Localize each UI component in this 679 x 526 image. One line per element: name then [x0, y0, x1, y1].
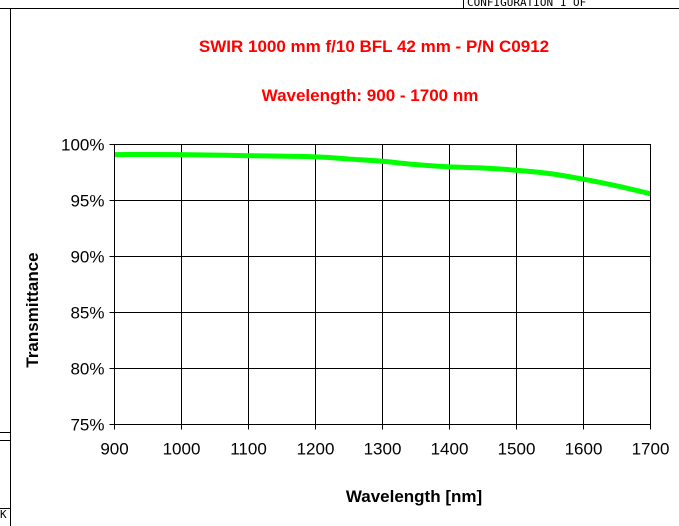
x-tick-label: 1500 [498, 440, 536, 459]
y-tick-label: 95% [70, 192, 104, 211]
y-axis-label: Transmittance [23, 252, 42, 367]
side-fragment: K [0, 508, 7, 521]
grid [109, 144, 651, 430]
x-tick-labels: 900 1000 1100 1200 1300 1400 1500 1600 1700 [100, 440, 669, 459]
x-tick-label: 1100 [230, 440, 267, 459]
y-tick-label: 100% [61, 136, 104, 155]
x-tick-label: 1200 [297, 440, 335, 459]
x-tick-label: 1300 [364, 440, 402, 459]
header-fragment: CONFIGURATION 1 OF [467, 0, 586, 9]
y-tick-label: 85% [70, 304, 104, 323]
x-tick-label: 1000 [163, 440, 201, 459]
y-tick-label: 90% [70, 248, 104, 267]
y-tick-label: 75% [70, 416, 104, 435]
x-tick-label: 900 [100, 440, 128, 459]
chart-title: SWIR 1000 mm f/10 BFL 42 mm - P/N C0912 [199, 37, 549, 56]
series-layer [114, 151, 652, 197]
series-line-0 [114, 151, 652, 197]
x-tick-label: 1700 [632, 440, 670, 459]
x-tick-label: 1600 [565, 440, 603, 459]
x-tick-label: 1400 [431, 440, 469, 459]
chart-subtitle: Wavelength: 900 - 1700 nm [262, 86, 479, 105]
x-axis-label: Wavelength [nm] [346, 487, 482, 506]
y-tick-label: 80% [70, 360, 104, 379]
plot-area-border [114, 144, 651, 425]
y-tick-labels: 75% 80% 85% 90% 95% 100% [61, 136, 104, 435]
